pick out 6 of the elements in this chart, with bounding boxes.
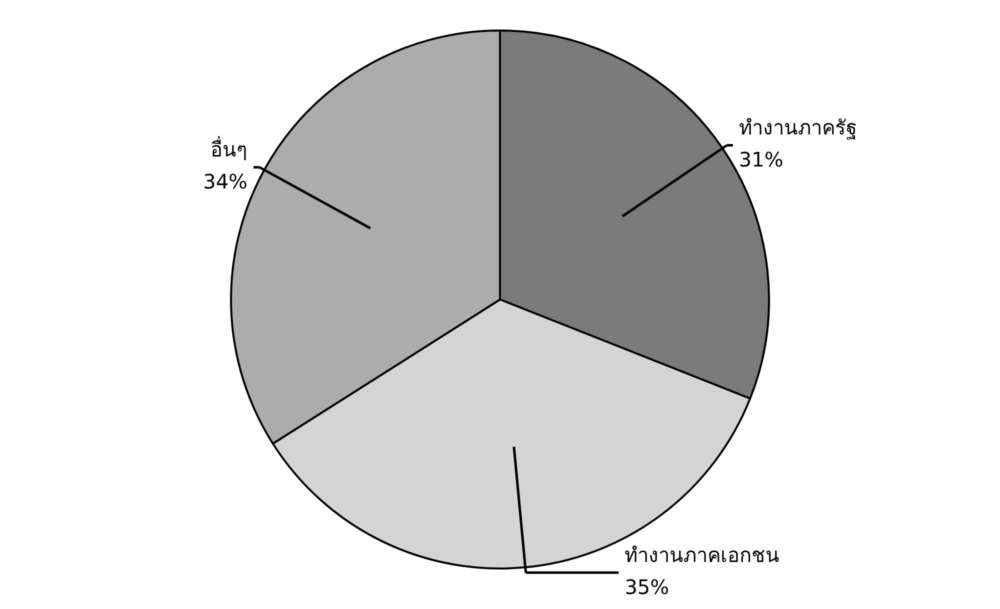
slice-label: อื่นๆ [210, 136, 248, 162]
data-label: 34% [203, 170, 248, 194]
data-label: 31% [738, 147, 784, 172]
slice-label: ทำงานภาครัฐ [738, 115, 857, 140]
slice-label: ทำงานภาคเอกชน [624, 542, 780, 567]
data-label: 35% [624, 574, 670, 599]
